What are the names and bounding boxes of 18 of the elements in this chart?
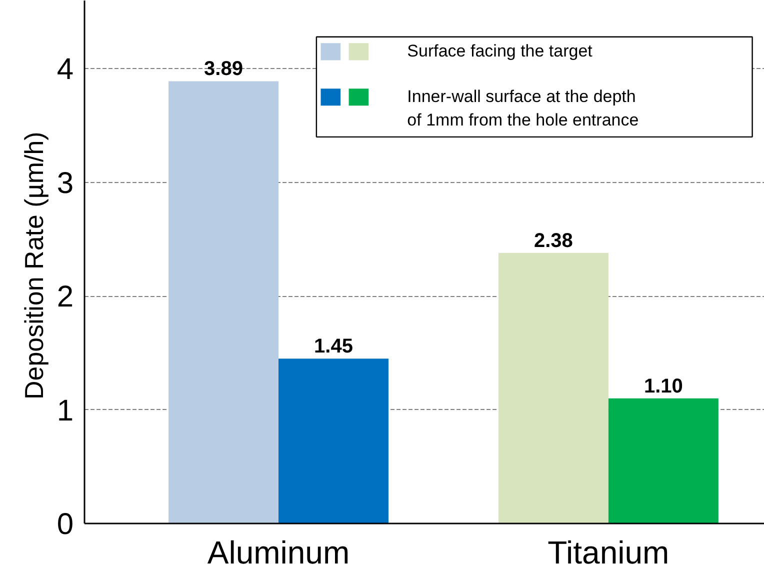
y-tick-label: 1 (56, 394, 74, 428)
data-label: 1.10 (644, 375, 683, 398)
y-tick-label: 0 (56, 508, 74, 541)
bar (608, 398, 718, 524)
x-tick-label: Aluminum (207, 534, 350, 570)
y-tick-label: 2 (56, 280, 74, 314)
legend-label: Surface facing the target (407, 41, 593, 60)
y-tick-label: 3 (56, 166, 74, 200)
data-label: 2.38 (534, 230, 573, 252)
data-label: 1.45 (314, 336, 353, 358)
legend-label: Inner-wall surface at the depth of 1mm from the hole entrance (407, 86, 639, 130)
y-axis-title: Deposition Rate (µm/h) (18, 132, 49, 400)
x-tick-label: Titanium (548, 534, 670, 570)
bar (168, 81, 279, 524)
bar (498, 252, 608, 524)
bar (278, 358, 388, 524)
data-label: 3.89 (204, 58, 243, 80)
y-tick-label: 4 (56, 53, 74, 86)
